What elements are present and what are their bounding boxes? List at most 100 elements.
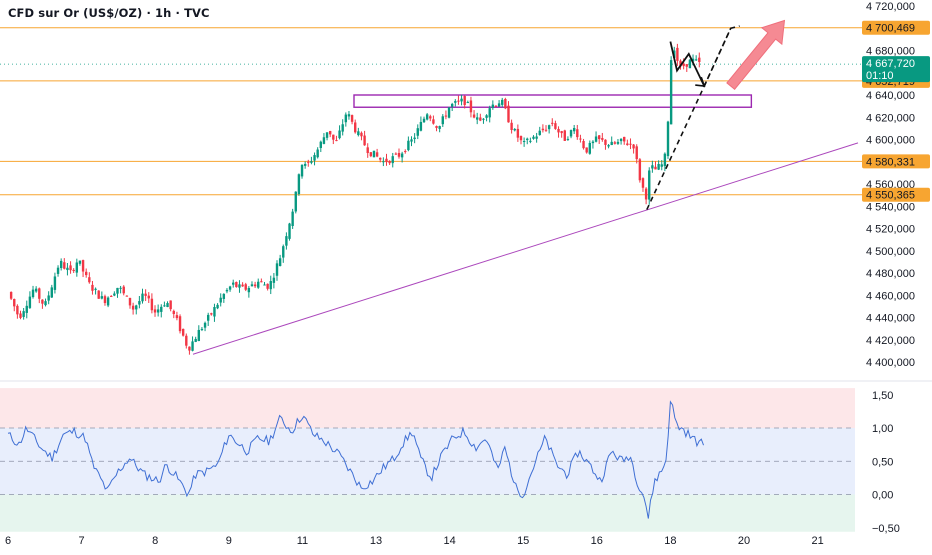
candle[interactable] bbox=[141, 293, 144, 302]
candle[interactable] bbox=[588, 142, 592, 154]
candle[interactable] bbox=[328, 131, 332, 135]
candle[interactable] bbox=[119, 287, 122, 289]
candle[interactable] bbox=[116, 287, 119, 294]
candle[interactable] bbox=[294, 191, 297, 212]
candle[interactable] bbox=[626, 143, 629, 146]
candle[interactable] bbox=[691, 58, 695, 62]
candle[interactable] bbox=[307, 161, 310, 163]
candle[interactable] bbox=[34, 288, 38, 292]
candle[interactable] bbox=[425, 114, 429, 120]
candle[interactable] bbox=[278, 258, 282, 267]
candle[interactable] bbox=[50, 287, 53, 298]
candle[interactable] bbox=[644, 188, 648, 200]
candle[interactable] bbox=[676, 47, 679, 61]
candle[interactable] bbox=[322, 137, 326, 144]
candle[interactable] bbox=[638, 159, 642, 181]
candle[interactable] bbox=[232, 282, 235, 285]
candle[interactable] bbox=[601, 138, 604, 140]
candle[interactable] bbox=[400, 153, 404, 158]
candle[interactable] bbox=[354, 122, 357, 133]
candle[interactable] bbox=[607, 145, 610, 147]
candle[interactable] bbox=[594, 136, 598, 142]
candle[interactable] bbox=[310, 161, 313, 163]
candle[interactable] bbox=[235, 281, 238, 287]
candle[interactable] bbox=[19, 313, 22, 318]
candle[interactable] bbox=[122, 286, 125, 294]
candle[interactable] bbox=[682, 63, 685, 67]
candle[interactable] bbox=[125, 295, 129, 297]
candle[interactable] bbox=[666, 121, 670, 157]
candle[interactable] bbox=[648, 170, 651, 200]
candle[interactable] bbox=[391, 156, 394, 164]
candle[interactable] bbox=[269, 281, 272, 290]
candle[interactable] bbox=[172, 310, 175, 315]
candle[interactable] bbox=[654, 166, 657, 170]
candle[interactable] bbox=[382, 161, 385, 163]
candle[interactable] bbox=[529, 140, 532, 142]
candle[interactable] bbox=[663, 153, 667, 167]
candle[interactable] bbox=[538, 130, 541, 135]
candle[interactable] bbox=[519, 136, 523, 141]
candle[interactable] bbox=[260, 281, 263, 283]
candle[interactable] bbox=[604, 139, 607, 145]
candle[interactable] bbox=[203, 322, 207, 328]
candle[interactable] bbox=[660, 164, 663, 167]
candle[interactable] bbox=[28, 296, 32, 308]
candle[interactable] bbox=[238, 284, 241, 288]
candle[interactable] bbox=[166, 303, 169, 308]
candle[interactable] bbox=[303, 163, 307, 166]
candle[interactable] bbox=[569, 130, 573, 137]
candle[interactable] bbox=[422, 118, 426, 123]
candle[interactable] bbox=[541, 128, 545, 131]
candle[interactable] bbox=[482, 118, 485, 120]
candle[interactable] bbox=[338, 130, 341, 139]
candle[interactable] bbox=[156, 309, 160, 313]
candle[interactable] bbox=[532, 136, 535, 139]
candle[interactable] bbox=[563, 130, 566, 141]
candle[interactable] bbox=[497, 103, 501, 107]
candle[interactable] bbox=[253, 284, 257, 287]
candle[interactable] bbox=[407, 140, 410, 151]
candle[interactable] bbox=[85, 271, 88, 276]
candle[interactable] bbox=[53, 276, 57, 290]
candle[interactable] bbox=[385, 158, 388, 163]
candle[interactable] bbox=[510, 122, 513, 130]
candle[interactable] bbox=[375, 152, 379, 157]
trendline[interactable] bbox=[192, 142, 859, 355]
candle[interactable] bbox=[526, 138, 529, 141]
candle[interactable] bbox=[435, 126, 438, 128]
candle[interactable] bbox=[197, 329, 201, 342]
candle[interactable] bbox=[694, 59, 698, 61]
candle[interactable] bbox=[150, 298, 154, 311]
candle[interactable] bbox=[275, 263, 279, 276]
candle[interactable] bbox=[441, 116, 444, 125]
candle[interactable] bbox=[513, 128, 516, 131]
projection-dashed-line[interactable] bbox=[703, 25, 740, 87]
candle[interactable] bbox=[210, 313, 213, 315]
candle[interactable] bbox=[313, 155, 316, 161]
candle[interactable] bbox=[535, 136, 538, 139]
candle[interactable] bbox=[413, 137, 416, 140]
projection-zigzag[interactable] bbox=[669, 41, 706, 87]
candle[interactable] bbox=[363, 135, 366, 146]
candle[interactable] bbox=[379, 157, 382, 160]
candle[interactable] bbox=[679, 60, 682, 67]
candle[interactable] bbox=[69, 265, 72, 271]
candle[interactable] bbox=[547, 125, 551, 130]
candle[interactable] bbox=[641, 178, 645, 188]
candle[interactable] bbox=[225, 289, 229, 292]
candle[interactable] bbox=[557, 128, 560, 133]
candle[interactable] bbox=[673, 50, 676, 58]
candle[interactable] bbox=[113, 293, 116, 296]
candle[interactable] bbox=[560, 131, 563, 134]
candle[interactable] bbox=[335, 140, 338, 142]
candle[interactable] bbox=[438, 126, 441, 129]
candle[interactable] bbox=[350, 115, 354, 122]
candle[interactable] bbox=[501, 99, 504, 105]
candle[interactable] bbox=[131, 305, 135, 310]
candle[interactable] bbox=[629, 143, 632, 145]
candle[interactable] bbox=[357, 131, 360, 136]
candle[interactable] bbox=[147, 295, 150, 299]
